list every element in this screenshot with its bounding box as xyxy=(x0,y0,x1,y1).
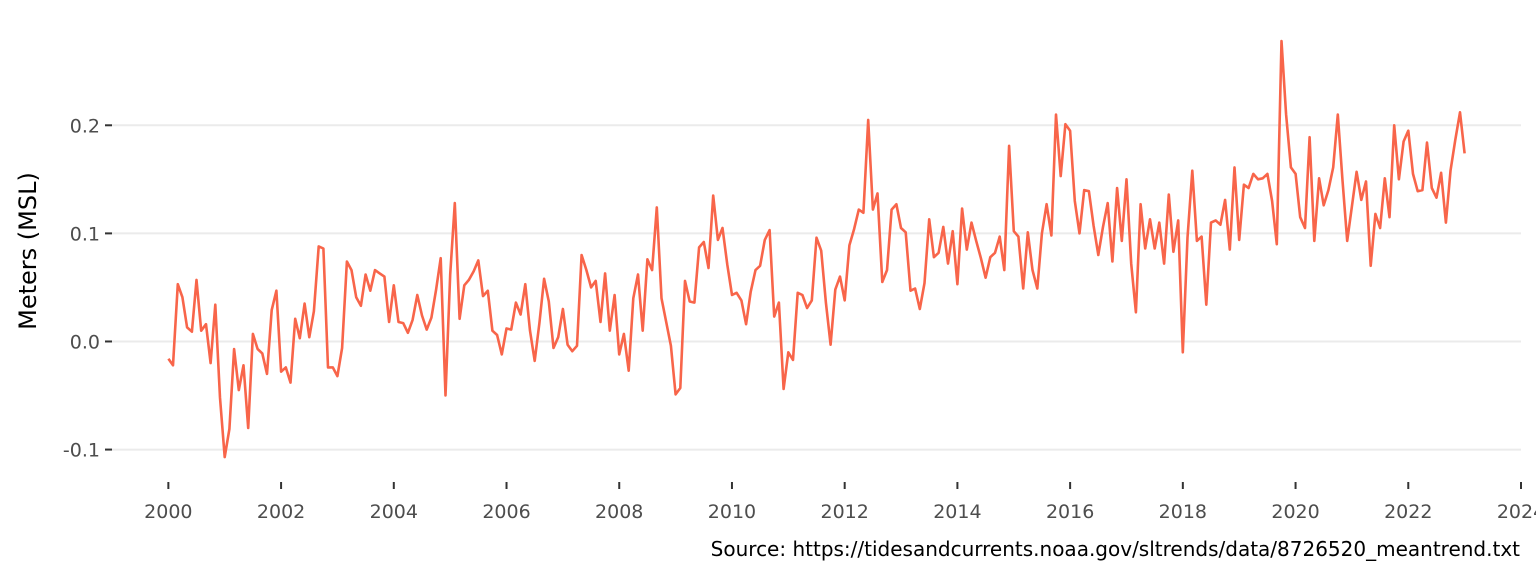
sea-level-series-line xyxy=(167,39,1466,459)
y-tick-label: 0.0 xyxy=(70,331,100,353)
x-tick-label: 2014 xyxy=(933,501,981,523)
y-tick-label: -0.1 xyxy=(63,440,100,462)
x-tick-label: 2024 xyxy=(1497,501,1536,523)
x-tick-label: 2000 xyxy=(144,501,192,523)
y-tick-label: 0.2 xyxy=(70,115,100,137)
x-tick-label: 2022 xyxy=(1384,501,1432,523)
x-tick-label: 2020 xyxy=(1271,501,1319,523)
y-axis-title: Meters (MSL) xyxy=(14,172,42,330)
y-axis: -0.1 0.0 0.1 0.2 xyxy=(63,115,112,462)
x-tick-label: 2010 xyxy=(708,501,756,523)
x-tick-label: 2012 xyxy=(821,501,869,523)
x-tick-label: 2002 xyxy=(257,501,305,523)
x-tick-label: 2004 xyxy=(370,501,418,523)
gridlines xyxy=(112,124,1521,451)
x-tick-label: 2006 xyxy=(482,501,530,523)
x-tick-label: 2008 xyxy=(595,501,643,523)
x-tick-label: 2018 xyxy=(1159,501,1207,523)
source-caption: Source: https://tidesandcurrents.noaa.go… xyxy=(711,537,1520,561)
y-tick-label: 0.1 xyxy=(70,223,100,245)
x-tick-label: 2016 xyxy=(1046,501,1094,523)
x-axis: 2000 2002 2004 2006 2008 2010 2012 2014 2016 2018… xyxy=(144,482,1536,523)
